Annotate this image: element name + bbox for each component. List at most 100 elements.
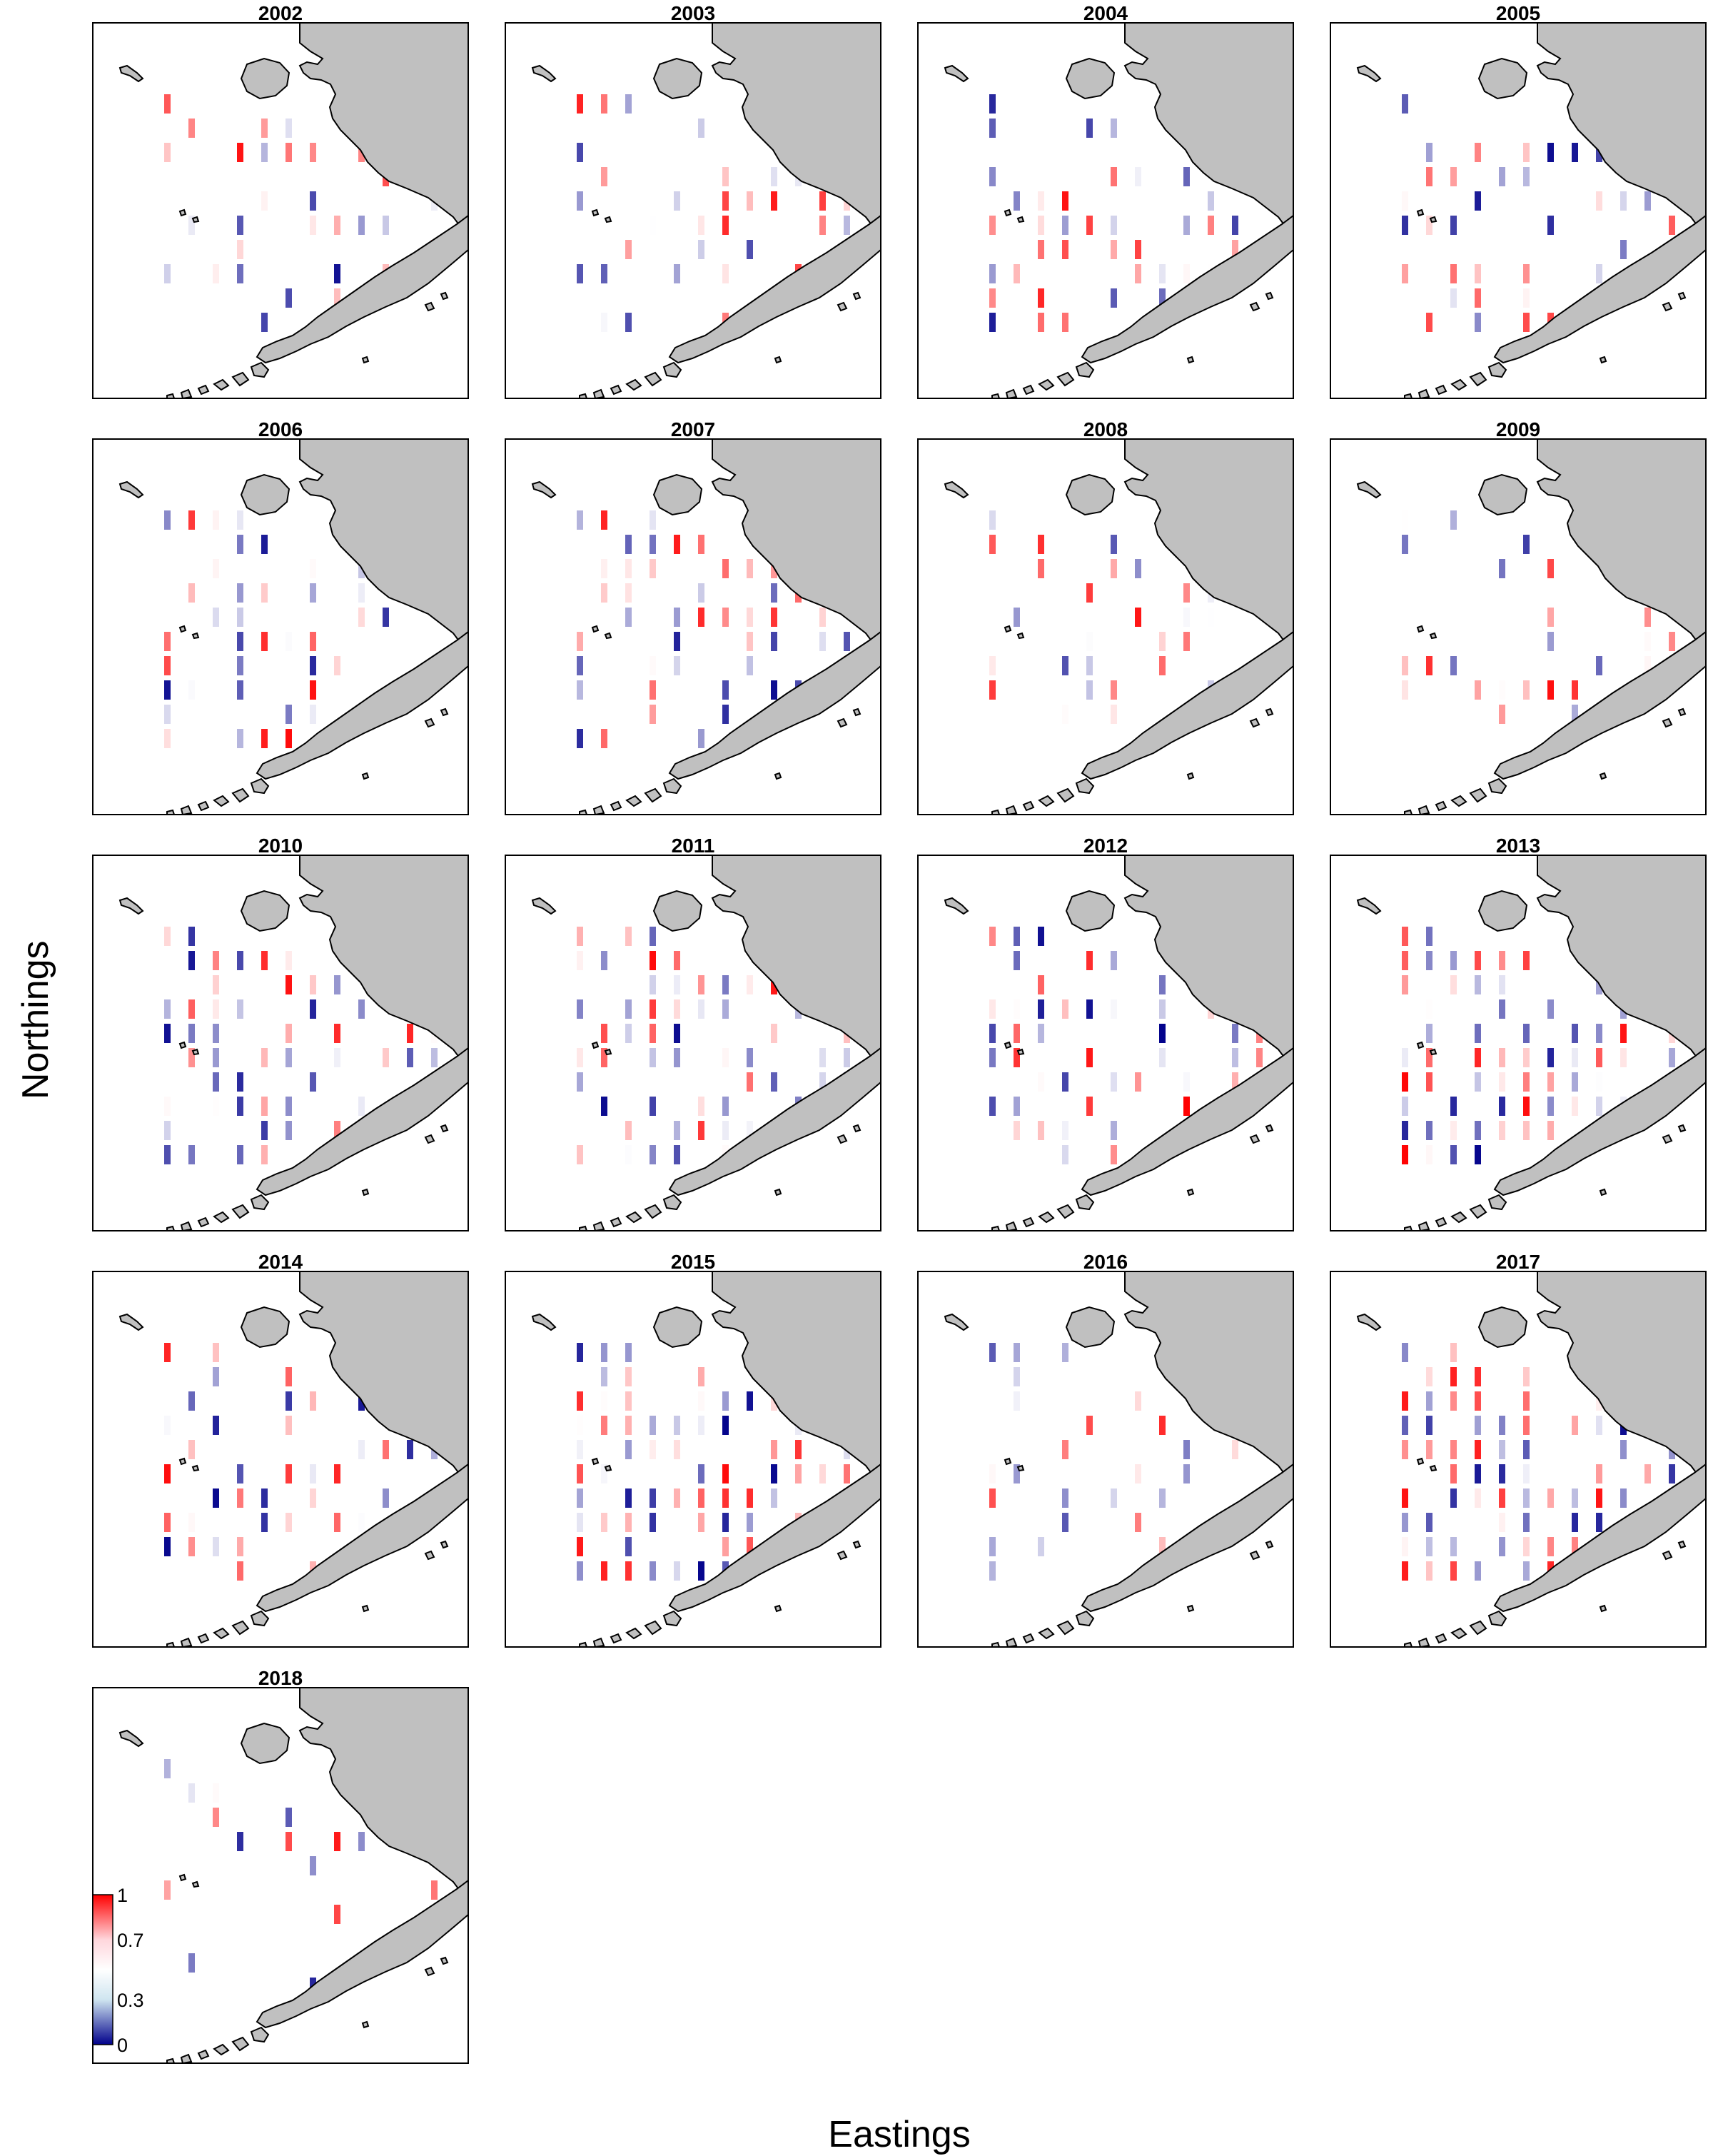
station-cell — [1426, 1048, 1432, 1067]
station-cell — [1183, 583, 1190, 603]
station-cell — [577, 1440, 583, 1459]
island — [531, 1313, 557, 1331]
island — [1418, 1221, 1430, 1231]
island — [1265, 1124, 1274, 1133]
station-cell — [698, 1464, 704, 1483]
island — [662, 361, 682, 378]
station-cell — [310, 1072, 316, 1092]
station-cell — [1111, 535, 1117, 554]
station-cell — [650, 1440, 656, 1459]
station-cell — [188, 119, 195, 138]
island — [774, 1604, 782, 1613]
station-cell — [1596, 1072, 1602, 1092]
station-cell — [237, 729, 243, 748]
station-cell — [1014, 1464, 1020, 1483]
station-cell — [650, 1048, 656, 1067]
station-cell — [1572, 1072, 1578, 1092]
station-cell — [844, 1464, 850, 1483]
island — [1599, 356, 1607, 364]
station-cell — [1135, 1072, 1141, 1092]
station-cell — [747, 656, 753, 675]
station-cell — [747, 1072, 753, 1092]
station-cell — [601, 1048, 607, 1067]
island — [256, 214, 468, 364]
station-cell — [286, 1048, 292, 1067]
station-cell — [601, 94, 607, 114]
station-cell — [310, 143, 316, 162]
island — [180, 1221, 193, 1231]
station-cell — [625, 1416, 632, 1435]
station-cell — [334, 1464, 340, 1483]
island — [166, 393, 176, 398]
station-cell — [261, 1145, 268, 1164]
station-cell — [1038, 216, 1044, 235]
island — [610, 800, 622, 812]
station-cell — [577, 1513, 583, 1532]
island — [591, 625, 600, 633]
station-cell — [1183, 1097, 1190, 1116]
island — [178, 625, 187, 633]
station-cell — [1499, 1416, 1505, 1435]
island — [1022, 384, 1035, 396]
station-cell — [650, 1416, 656, 1435]
station-cell — [1232, 1440, 1238, 1459]
station-cell — [989, 1488, 996, 1508]
alaska-landmass — [298, 23, 468, 238]
station-cell — [577, 1416, 583, 1435]
station-cell — [674, 999, 680, 1019]
station-cell — [213, 1072, 219, 1092]
station-cell — [577, 510, 583, 530]
panel-title: 2018 — [258, 1667, 303, 1689]
station-cell — [1159, 288, 1166, 308]
station-cell — [1450, 1343, 1457, 1362]
station-cell — [1086, 1416, 1093, 1435]
station-cell — [650, 510, 656, 530]
station-cells — [989, 1343, 1263, 1581]
station-cell — [819, 1048, 826, 1067]
island — [1016, 216, 1025, 223]
panel-title: 2005 — [1496, 2, 1540, 24]
alaska-landmass — [1536, 23, 1706, 238]
island — [191, 632, 200, 640]
island — [1416, 1457, 1425, 1466]
station-cell — [1402, 656, 1408, 675]
panel-frame — [917, 855, 1294, 1231]
station-cell — [213, 1343, 219, 1362]
island — [662, 1610, 682, 1627]
station-cell — [237, 216, 243, 235]
station-cell — [819, 216, 826, 235]
station-cell — [1183, 632, 1190, 651]
station-cell — [698, 1391, 704, 1411]
station-cell — [213, 1024, 219, 1043]
station-cell — [188, 1513, 195, 1532]
station-cell — [261, 1097, 268, 1116]
station-cell — [213, 951, 219, 970]
island — [1662, 1134, 1673, 1144]
station-cell — [1475, 951, 1481, 970]
panel-frame — [917, 1271, 1294, 1648]
station-cell — [747, 1513, 753, 1532]
station-cell — [747, 1488, 753, 1508]
island — [1450, 1211, 1467, 1224]
station-cell — [747, 559, 753, 578]
panel-frame — [505, 855, 881, 1231]
alaska-landmass — [1123, 439, 1293, 655]
station-cell — [844, 216, 850, 235]
island — [1081, 1463, 1293, 1613]
island — [250, 777, 270, 795]
station-cell — [1111, 680, 1117, 700]
station-cell — [989, 510, 996, 530]
station-cell — [164, 94, 171, 114]
station-cell — [1014, 191, 1020, 211]
station-cell — [722, 1121, 729, 1140]
station-cell — [1402, 680, 1408, 700]
station-cell — [358, 999, 365, 1019]
station-cell — [1232, 216, 1238, 235]
station-cell — [989, 1024, 996, 1043]
island — [361, 356, 370, 364]
alaska-landmass — [1536, 439, 1706, 655]
station-cell — [1086, 951, 1093, 970]
station-cell — [1014, 608, 1020, 627]
station-cell — [1596, 1488, 1602, 1508]
station-cell — [1232, 1024, 1238, 1043]
